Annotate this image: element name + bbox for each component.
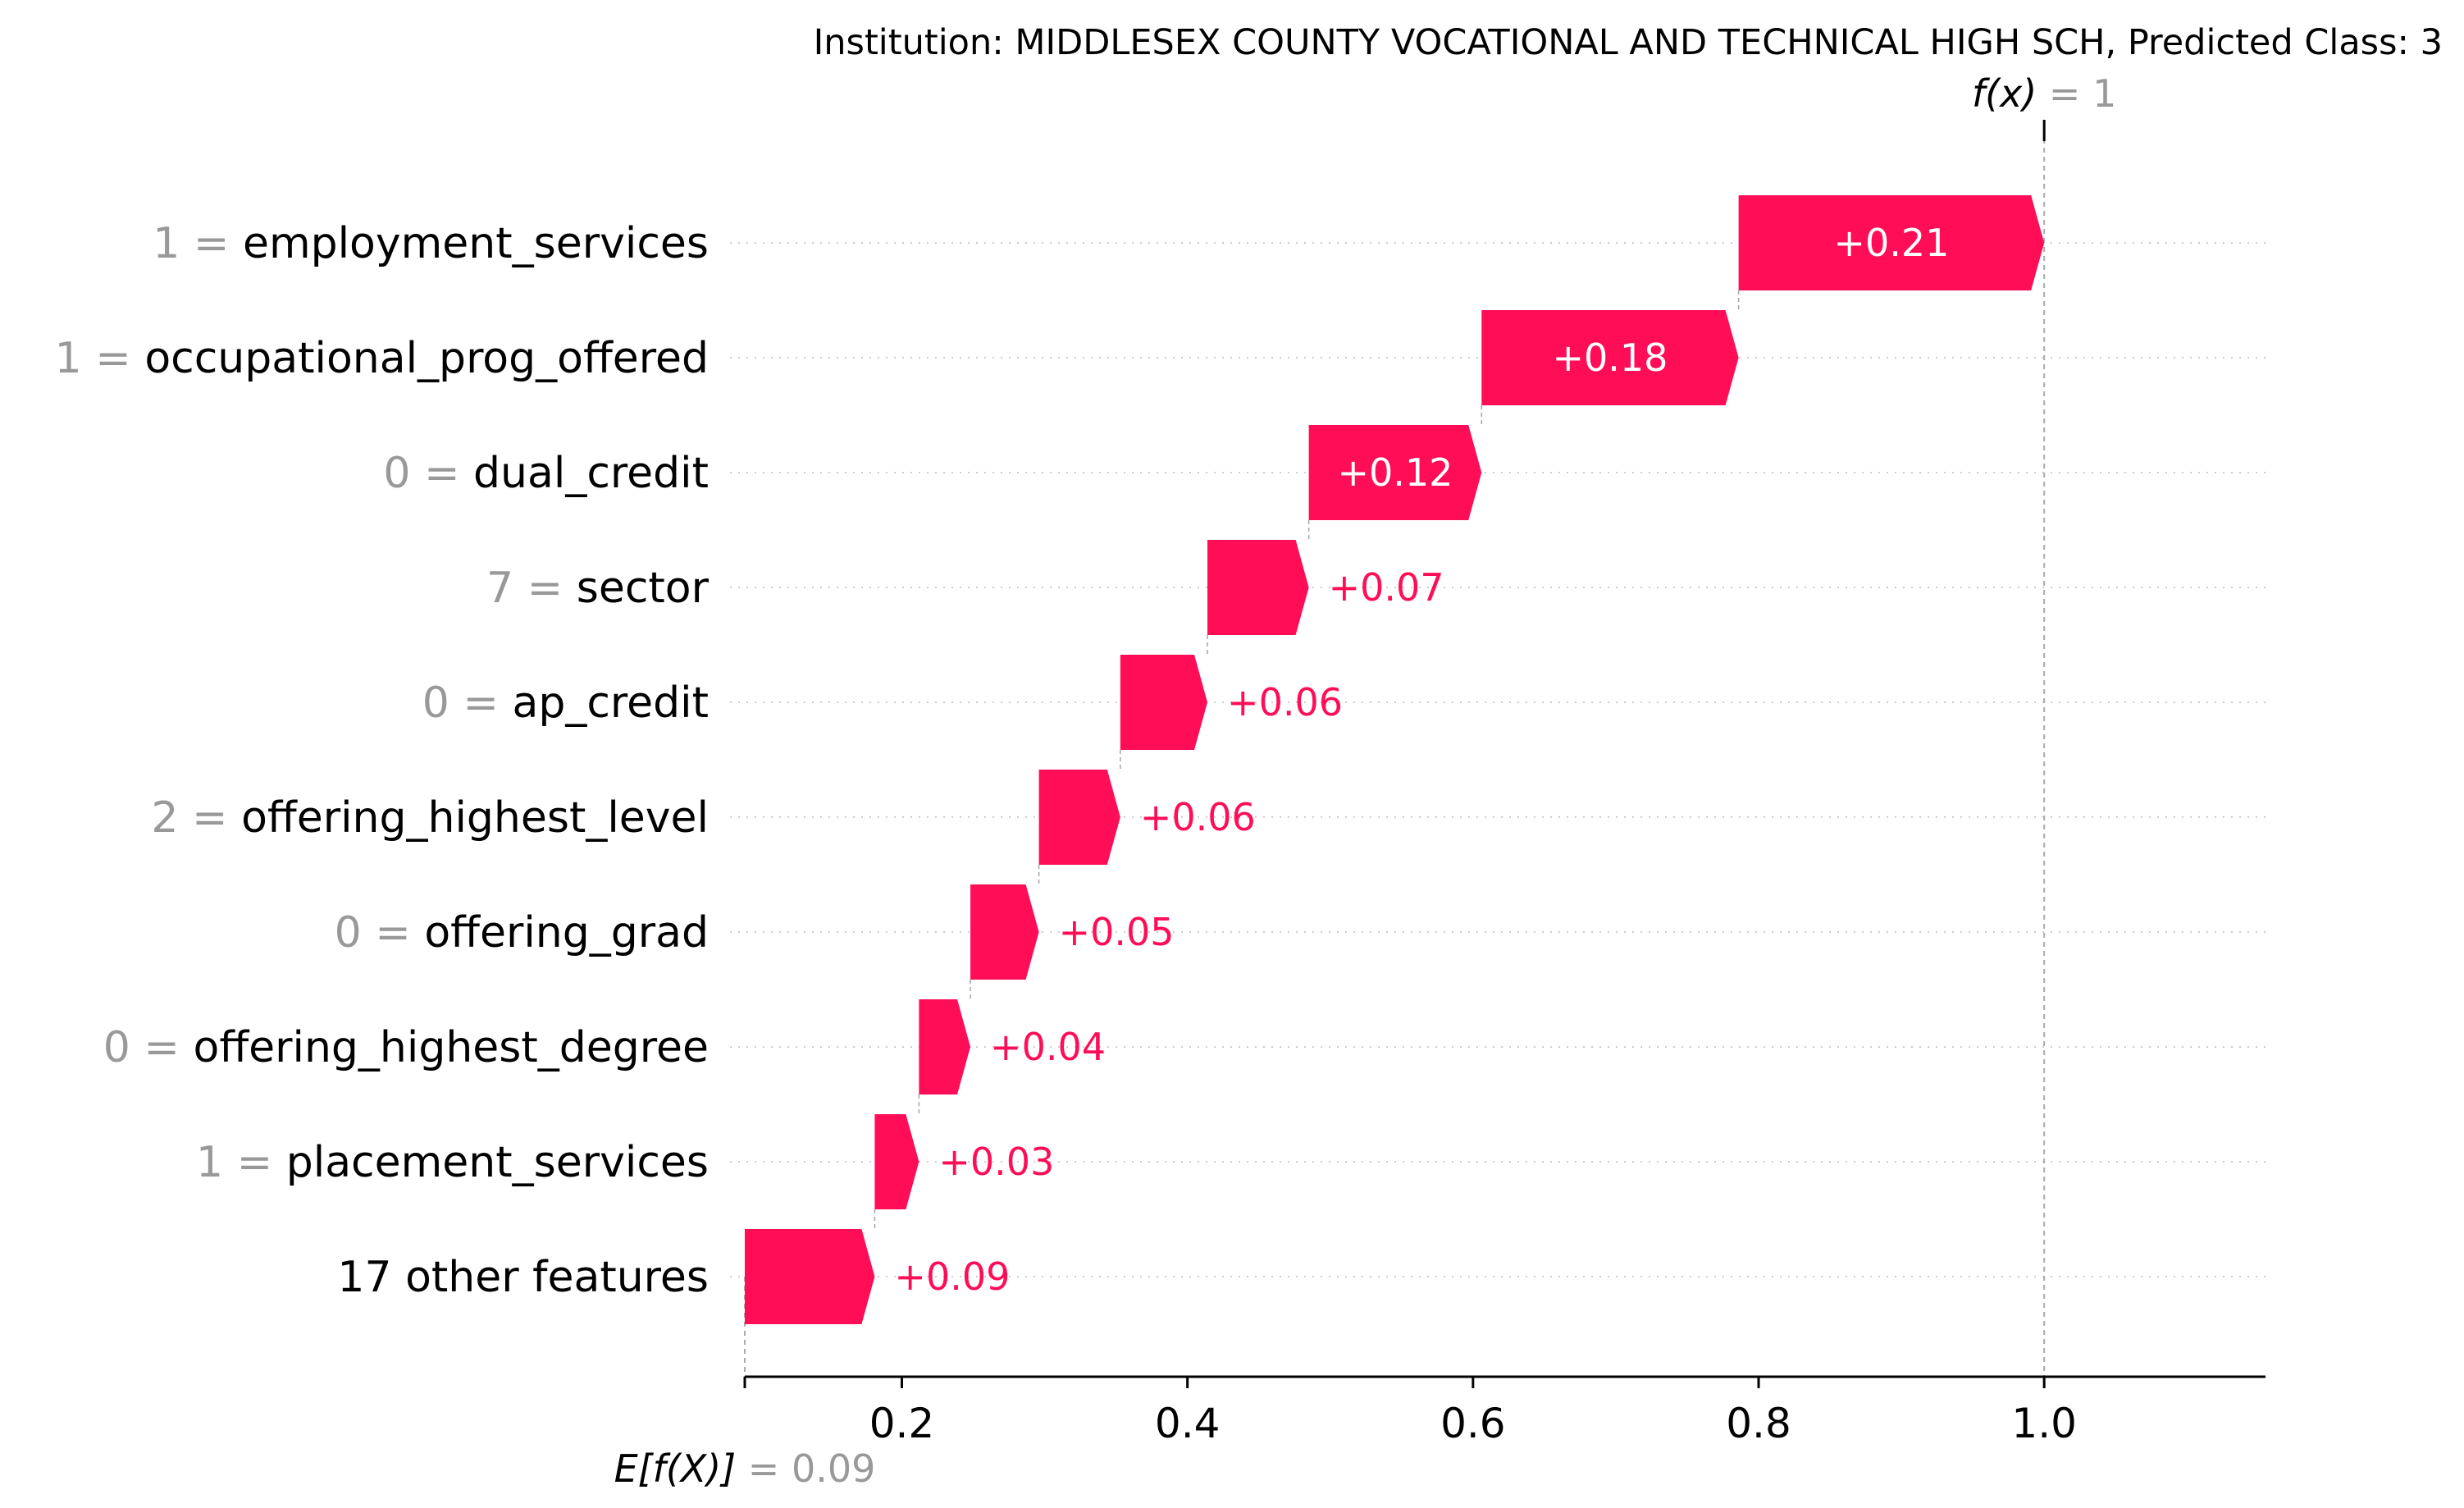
feature-value: 0 =: [383, 449, 473, 498]
contribution-bar: [874, 1114, 919, 1209]
bar-value-label: +0.12: [1337, 450, 1453, 495]
x-axis: 0.2 0.4 0.6 0.8 1.0: [743, 1375, 2266, 1447]
contribution-bar: [1308, 425, 1482, 520]
feature-name: ap_credit: [512, 679, 709, 728]
feature-name: dual_credit: [473, 449, 709, 498]
contribution-bar: [970, 884, 1039, 980]
bar-value-label: +0.09: [894, 1254, 1010, 1299]
bar-value-label: +0.05: [1059, 910, 1175, 954]
x-tick-label: 0.4: [1155, 1400, 1221, 1447]
x-tick-label: 0.8: [1726, 1400, 1791, 1447]
contribution-bar: [1120, 655, 1208, 750]
feature-label: 0 = dual_credit: [383, 449, 709, 498]
output-value-label: f(x) = 1: [1972, 71, 2116, 116]
base-value-label: E[f(X)] = 0.09: [614, 1446, 876, 1491]
feature-name: employment_services: [243, 219, 709, 268]
feature-label: 0 = offering_highest_degree: [103, 1023, 709, 1072]
feature-name: placement_services: [286, 1138, 709, 1187]
feature-label: 17 other features: [337, 1253, 709, 1302]
contribution-bar: [1207, 540, 1309, 635]
contribution-bar: [1738, 195, 2045, 290]
x-tick-label: 0.2: [869, 1400, 935, 1447]
feature-label: 1 = employment_services: [153, 219, 709, 268]
feature-label: 7 = sector: [486, 564, 710, 613]
feature-value: 0 =: [335, 908, 425, 957]
feature-value: 1 =: [55, 334, 145, 383]
feature-value: 7 =: [486, 564, 577, 613]
feature-name: occupational_prog_offered: [144, 334, 709, 383]
bar-value-label: +0.06: [1227, 680, 1343, 724]
feature-name: offering_grad: [424, 908, 709, 957]
feature-label: 2 = offering_highest_level: [151, 793, 709, 843]
bar-value-label: +0.04: [990, 1025, 1106, 1069]
connector-lines: [744, 130, 2046, 1377]
bar-value-label: +0.18: [1552, 336, 1668, 380]
value-markers: f(x) = 1 E[f(X)] = 0.09: [614, 71, 2117, 1491]
bar-value-label: +0.03: [938, 1140, 1054, 1184]
feature-label: 1 = occupational_prog_offered: [55, 334, 709, 383]
bar-value-label: +0.06: [1140, 795, 1256, 839]
feature-name: offering_highest_degree: [194, 1023, 710, 1072]
feature-labels: +0.21 1 = employment_services +0.18 1 = occ…: [55, 219, 1950, 1302]
contribution-bar: [745, 1229, 875, 1324]
chart-title: Institution: MIDDLESEX COUNTY VOCATIONAL…: [814, 22, 2443, 63]
contribution-bar: [1038, 770, 1120, 865]
feature-label: 0 = ap_credit: [422, 679, 709, 728]
bar-value-label: +0.21: [1833, 221, 1949, 265]
contribution-bar: [919, 999, 971, 1094]
feature-name: offering_highest_level: [241, 793, 709, 843]
feature-label: 0 = offering_grad: [335, 908, 709, 957]
feature-name: 17 other features: [337, 1253, 709, 1302]
feature-value: 1 =: [196, 1138, 286, 1187]
feature-value: 1 =: [153, 219, 243, 268]
contribution-bar: [1481, 310, 1739, 405]
bar-value-label: +0.07: [1329, 565, 1444, 610]
x-tick-label: 0.6: [1440, 1400, 1506, 1447]
feature-value: 0 =: [103, 1023, 194, 1072]
feature-value: 0 =: [422, 679, 513, 728]
feature-value: 2 =: [151, 793, 241, 843]
feature-name: sector: [577, 564, 710, 613]
contribution-bars: [745, 195, 2045, 1324]
x-tick-label: 1.0: [2011, 1400, 2077, 1447]
feature-label: 1 = placement_services: [196, 1138, 709, 1187]
